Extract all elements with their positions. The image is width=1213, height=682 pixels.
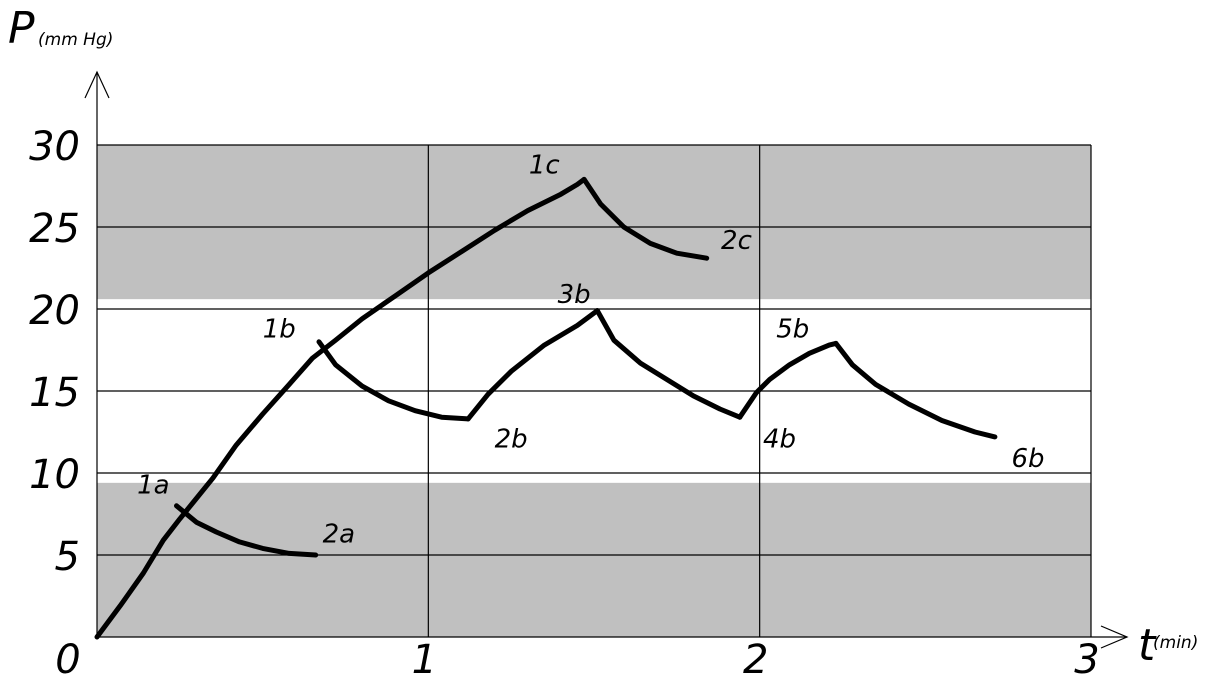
pressure-curve-segment-4 — [465, 308, 600, 422]
y-tick-label-25: 25 — [29, 206, 80, 252]
point-label-2b: 2b — [495, 425, 528, 455]
pressure-curve-segment-7 — [833, 340, 998, 440]
pressure-curve-segment-8 — [581, 176, 710, 261]
point-label-4b: 4b — [763, 425, 796, 455]
axes — [84, 70, 1129, 649]
y-axis-unit: (mm Hg) — [38, 30, 113, 50]
y-tick-label-5: 5 — [55, 534, 80, 580]
shaded-band-2 — [97, 145, 1091, 300]
point-label-3b: 3b — [558, 280, 591, 310]
y-axis-title: P — [8, 3, 35, 54]
point-label-5b: 5b — [776, 315, 809, 345]
point-label-1b: 1b — [263, 315, 296, 345]
x-axis-arrow — [1100, 625, 1129, 649]
x-tick-label-1: 1 — [412, 637, 437, 677]
pressure-curve-segment-6 — [737, 340, 839, 420]
point-label-1a: 1a — [137, 470, 169, 500]
x-tick-label-2: 2 — [743, 637, 768, 677]
y-tick-label-20: 20 — [29, 288, 80, 334]
pressure-curve-segment-1 — [94, 176, 587, 640]
point-label-2a: 2a — [323, 520, 355, 550]
pressure-curves — [94, 176, 998, 640]
pressure-curve-segment-3 — [316, 339, 471, 422]
shaded-band-1 — [97, 482, 1091, 637]
point-labels: 1a 2a 1b 2b 3b 4b 5b 6b 1c 2c — [137, 151, 1044, 550]
shaded-bands — [97, 145, 1091, 637]
x-axis-unit: (min) — [1153, 633, 1198, 653]
y-axis-arrow — [84, 70, 110, 99]
tick-labels: 5 10 15 20 25 30 0 1 2 3 — [29, 124, 1100, 682]
point-label-1c: 1c — [529, 151, 560, 181]
y-tick-label-30: 30 — [29, 124, 80, 170]
y-tick-label-10: 10 — [29, 452, 80, 498]
x-axis-title: t — [1138, 620, 1157, 671]
pressure-curve-segment-2 — [174, 503, 319, 558]
point-label-2c: 2c — [721, 226, 752, 256]
x-tick-label-0: 0 — [55, 637, 80, 677]
y-tick-label-15: 15 — [29, 370, 80, 416]
pressure-curve-segment-5 — [594, 308, 743, 420]
x-tick-label-3: 3 — [1074, 637, 1099, 677]
point-label-6b: 6b — [1012, 444, 1045, 474]
